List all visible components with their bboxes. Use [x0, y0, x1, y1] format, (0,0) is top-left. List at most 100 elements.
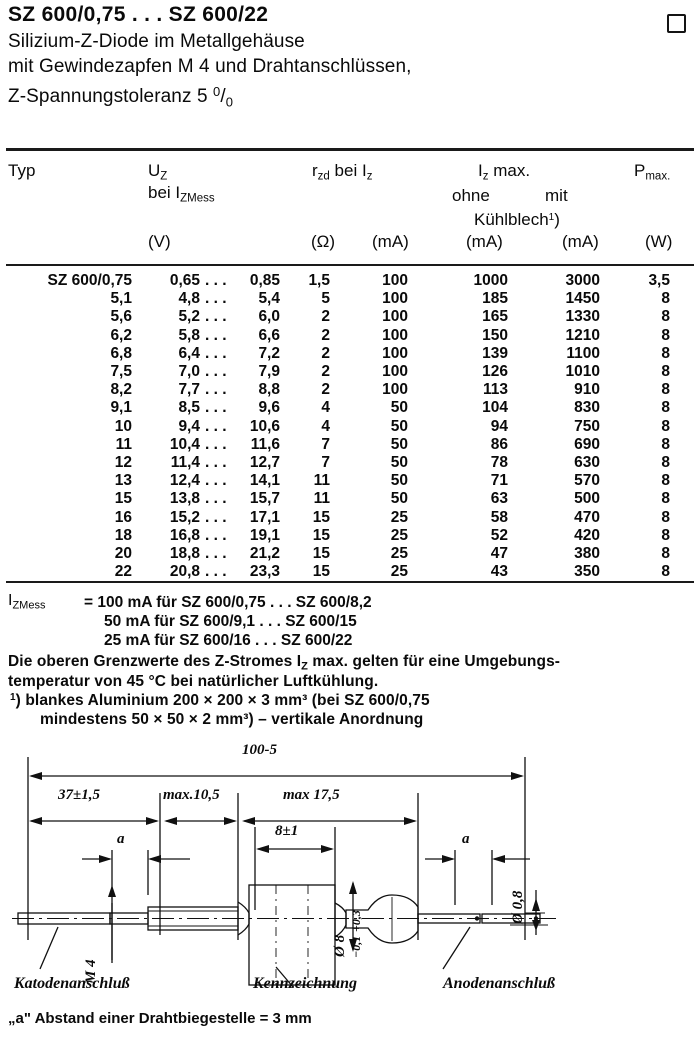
arrow-cathode-right	[146, 817, 159, 825]
table-cell: 1210	[565, 326, 600, 344]
table-cell: 50	[390, 490, 408, 508]
table-cell: 15	[312, 563, 330, 581]
table-cell: 100	[382, 344, 408, 362]
table-cell: 3,5	[648, 272, 670, 289]
arrow-a-left-in	[99, 855, 112, 863]
dim-label-total: 100-5	[242, 742, 277, 758]
arrow-diam-down	[349, 939, 357, 952]
table-cell: 9,1	[110, 399, 132, 417]
table-cell: . . .	[205, 454, 227, 471]
table-cell: 12	[114, 454, 132, 471]
table-cell: 2	[321, 363, 330, 380]
table-cell: 7	[321, 435, 330, 453]
arrow-cathode-left	[29, 817, 42, 825]
table-cell: 8	[661, 563, 670, 581]
table-cell: 0,85	[249, 272, 280, 289]
table-cell: 126	[482, 363, 508, 380]
caption-marking: Kennzeichnung	[253, 975, 358, 992]
table-cell: 23,3	[249, 563, 280, 581]
table-cell: 52	[490, 526, 508, 544]
table-cell: 350	[574, 563, 600, 581]
dim-label-diam-body: Ø 8	[332, 934, 348, 957]
table-cell: 7,7	[178, 381, 200, 399]
table-cell: 22	[114, 563, 132, 581]
square-outline-marker-icon	[667, 14, 686, 33]
izmess-line-3: 25 mA für SZ 600/16 . . . SZ 600/22	[104, 632, 353, 649]
table-cell: 1330	[565, 308, 600, 326]
metal-body	[248, 884, 336, 986]
table-cell: 20	[114, 545, 132, 562]
table-cell: 1010	[565, 363, 600, 380]
table-cell: . . .	[205, 290, 227, 308]
table-cell: 2	[321, 326, 330, 344]
table-cell: 7,0	[178, 363, 200, 380]
table-cell: 25	[390, 563, 408, 581]
glass-bulb	[345, 894, 419, 944]
col-header-pmax: Pmax.	[634, 161, 671, 183]
table-cell: 8	[661, 417, 670, 435]
dim-label-cathode: 37±1,5	[58, 787, 100, 803]
table-cell: . . .	[205, 272, 227, 289]
table-cell: 2	[321, 344, 330, 362]
table-cell: 9,4	[178, 417, 200, 435]
izmess-line-2: 50 mA für SZ 600/9,1 . . . SZ 600/15	[104, 613, 357, 630]
table-cell: 15	[114, 490, 132, 508]
col-header-typ: Typ	[8, 161, 36, 180]
table-cell: 8	[661, 526, 670, 544]
table-cell: 1000	[473, 272, 508, 289]
table-cell: 0,65	[169, 272, 200, 289]
table-cell: 25	[390, 508, 408, 526]
table-cell: 100	[382, 363, 408, 380]
table-cell: 8	[661, 490, 670, 508]
table-cell: 3000	[565, 272, 600, 289]
arrow-a-left-in2	[148, 855, 161, 863]
table-cell: . . .	[205, 526, 227, 544]
table-cell: 100	[382, 326, 408, 344]
table-cell: 50	[390, 435, 408, 453]
table-cell: 8,2	[110, 381, 132, 399]
table-cell: . . .	[205, 399, 227, 417]
arrow-diam-up	[349, 881, 357, 894]
table-cell: 15	[312, 508, 330, 526]
table-cell: 43	[490, 563, 508, 581]
table-cell: 18	[114, 526, 132, 544]
footnote-line-1: 1) blankes Aluminium 200 × 200 × 3 mm³ (…	[10, 692, 430, 709]
table-cell: 94	[490, 417, 508, 435]
dim-label-a-left: a	[117, 831, 125, 847]
table-cell: 21,2	[249, 545, 280, 562]
table-cell: . . .	[205, 308, 227, 326]
table-cell: 20,8	[169, 563, 200, 581]
percent-numerator: 0	[213, 84, 221, 99]
table-cell: 8	[661, 290, 670, 308]
dim-label-thread: max.10,5	[163, 787, 220, 803]
table-cell: . . .	[205, 326, 227, 344]
table-cell: 50	[390, 399, 408, 417]
table-cell: 11	[115, 435, 132, 453]
dim-label-body: max 17,5	[283, 787, 340, 803]
table-cell: 4	[321, 417, 330, 435]
table-cell: 8	[661, 545, 670, 562]
table-bottom-rule	[6, 581, 694, 583]
table-top-rule	[6, 148, 694, 151]
table-cell: 15	[312, 526, 330, 544]
table-cell: 11	[313, 472, 330, 490]
body-neck	[334, 902, 347, 938]
table-cell: SZ 600/0,75	[47, 272, 132, 289]
page-header: SZ 600/0,75 . . . SZ 600/22 Silizium-Z-D…	[8, 2, 648, 114]
arrow-a-right-in2	[492, 855, 505, 863]
table-cell: 5,6	[110, 308, 132, 326]
table-cell: 7	[321, 454, 330, 471]
table-cell: 750	[574, 417, 600, 435]
table-cell: 12,7	[249, 454, 280, 471]
table-cell: 100	[382, 381, 408, 399]
unit-watt: (W)	[645, 232, 673, 251]
table-cell: 47	[490, 545, 508, 562]
header-description-line-3: Z-Spannungstoleranz 5 0/0	[8, 84, 234, 110]
arrow-wire-down	[532, 898, 540, 911]
table-header-rule	[6, 264, 694, 266]
footnote-line-2: mindestens 50 × 50 × 2 mm³) – vertikale …	[40, 711, 424, 728]
footer-note: „a" Abstand einer Drahtbiegestelle = 3 m…	[8, 1010, 312, 1027]
table-cell: 8	[661, 472, 670, 490]
dim-label-diam-tol-minus: −0,1	[349, 935, 363, 958]
